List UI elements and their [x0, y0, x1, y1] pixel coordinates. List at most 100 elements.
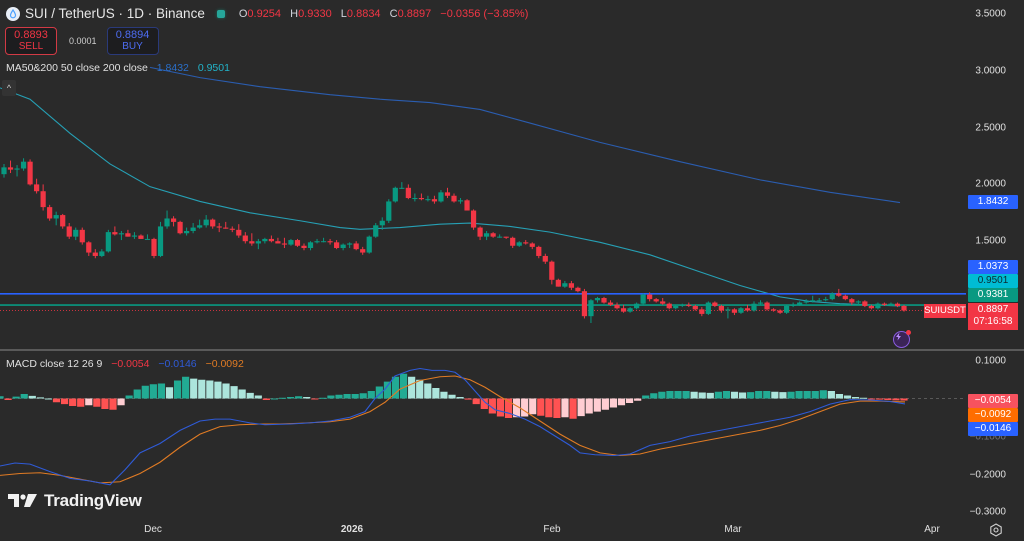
- candle-body: [484, 233, 490, 237]
- macd-histogram-bar: [763, 391, 771, 399]
- ma-indicator-legend[interactable]: MA50&200 50 close 200 close 1.8432 0.950…: [6, 62, 230, 74]
- macd-histogram-bar: [52, 398, 61, 403]
- candle-body: [653, 299, 659, 302]
- candle-body: [744, 308, 751, 311]
- macd-indicator-legend[interactable]: MACD close 12 26 9 −0.0054 −0.0146 −0.00…: [6, 358, 244, 370]
- macd-histogram-bar: [408, 376, 416, 399]
- macd-histogram-bar: [464, 398, 472, 400]
- macd-histogram-value: −0.0054: [111, 358, 150, 370]
- candle-body: [855, 301, 861, 303]
- candle-body: [27, 161, 33, 185]
- macd-histogram-bar: [399, 373, 408, 399]
- candle-body: [314, 241, 320, 243]
- candle-body: [575, 287, 581, 292]
- macd-histogram-bar: [141, 385, 149, 399]
- macd-histogram-bar: [238, 389, 246, 399]
- macd-histogram-bar: [416, 379, 424, 399]
- macd-histogram-bar: [690, 391, 698, 399]
- macd-axis-tick: −0.3000: [969, 506, 1006, 518]
- price-axis-tick: 3.0000: [975, 65, 1006, 77]
- macd-histogram-bar: [634, 398, 642, 401]
- candle-body: [105, 232, 111, 252]
- macd-signal-tag: −0.0092: [968, 408, 1018, 422]
- candle-body: [79, 229, 85, 243]
- macd-histogram-bar: [900, 398, 908, 401]
- ma-indicator-label: MA50&200 50 close 200 close: [6, 62, 148, 74]
- buy-label: BUY: [122, 41, 143, 52]
- macd-histogram-bar: [561, 398, 569, 418]
- candle-body: [862, 301, 868, 306]
- macd-histogram-bar: [335, 394, 343, 399]
- macd-histogram-bar: [311, 398, 319, 400]
- candle-body: [699, 309, 705, 314]
- candle-body: [301, 245, 307, 249]
- candle-body: [640, 294, 646, 304]
- candle-body: [275, 241, 281, 244]
- candle-body: [86, 242, 92, 253]
- macd-histogram-bar: [93, 398, 101, 407]
- buy-button[interactable]: 0.8894 BUY: [106, 27, 159, 55]
- ma200-line: [149, 66, 901, 204]
- macd-histogram-bar: [666, 391, 674, 399]
- candle-body: [542, 255, 548, 262]
- last-price: 0.8897: [977, 304, 1009, 315]
- trade-panel: 0.8893 SELL 0.0001 0.8894 BUY: [5, 27, 159, 55]
- macd-histogram-bar: [391, 376, 400, 399]
- time-axis-label: Feb: [543, 524, 561, 535]
- candle-body: [620, 308, 627, 312]
- candle-body: [53, 215, 59, 219]
- candle-body: [510, 237, 516, 246]
- candle-body: [112, 232, 118, 235]
- macd-histogram-bar: [537, 398, 545, 416]
- macd-histogram-bar: [262, 398, 270, 400]
- candle-body: [757, 302, 764, 304]
- macd-histogram-bar: [512, 398, 521, 418]
- macd-histogram-bar: [133, 389, 141, 399]
- sell-label: SELL: [18, 41, 44, 52]
- candle-body: [581, 291, 588, 317]
- macd-histogram-bar: [730, 391, 739, 399]
- candle-body: [242, 235, 248, 242]
- tradingview-mark-icon: [8, 494, 37, 507]
- macd-histogram-bar: [254, 395, 262, 399]
- ma200-value: 1.8432: [156, 62, 189, 74]
- candle-body: [797, 302, 803, 305]
- time-axis-label: Dec: [144, 524, 162, 535]
- candle-body: [203, 219, 209, 226]
- lightning-alert-icon[interactable]: [893, 330, 911, 348]
- candle-body: [249, 241, 255, 244]
- candle-body: [477, 227, 483, 237]
- candle-body: [803, 301, 809, 303]
- candle-body: [725, 309, 731, 311]
- macd-histogram-bar: [892, 398, 900, 401]
- candle-body: [470, 210, 477, 228]
- candle-body: [99, 251, 105, 256]
- candle-body: [366, 236, 372, 253]
- candle-body: [875, 303, 881, 309]
- macd-histogram-bar: [295, 396, 303, 399]
- candle-body: [764, 302, 770, 310]
- candle-body: [464, 200, 470, 211]
- tradingview-logo[interactable]: TradingView: [8, 491, 142, 511]
- ohlc-values: O0.9254 H0.9330 L0.8834 C0.8897 −0.0356 …: [239, 8, 529, 20]
- candle-body: [144, 238, 151, 240]
- macd-histogram-bar: [214, 381, 222, 399]
- candle-body: [686, 304, 692, 306]
- macd-histogram-bar: [569, 398, 577, 419]
- candle-body: [294, 240, 301, 246]
- macd-histogram-bar: [432, 388, 440, 399]
- candle-body: [151, 238, 157, 256]
- notification-dot: [906, 330, 911, 335]
- sell-button[interactable]: 0.8893 SELL: [5, 27, 57, 55]
- spread-value: 0.0001: [69, 36, 97, 46]
- symbol-title[interactable]: SUI / TetherUS · 1D · Binance: [25, 6, 205, 21]
- macd-histogram-bar: [0, 396, 4, 399]
- macd-histogram-bar: [480, 398, 488, 409]
- candle-body: [842, 295, 848, 300]
- collapse-legend-chevron-up-icon[interactable]: ^: [2, 80, 16, 96]
- candle-body: [836, 293, 842, 296]
- macd-histogram-bar: [165, 387, 174, 399]
- settings-gear-icon[interactable]: [989, 523, 1003, 537]
- pane-separator[interactable]: [0, 349, 1024, 351]
